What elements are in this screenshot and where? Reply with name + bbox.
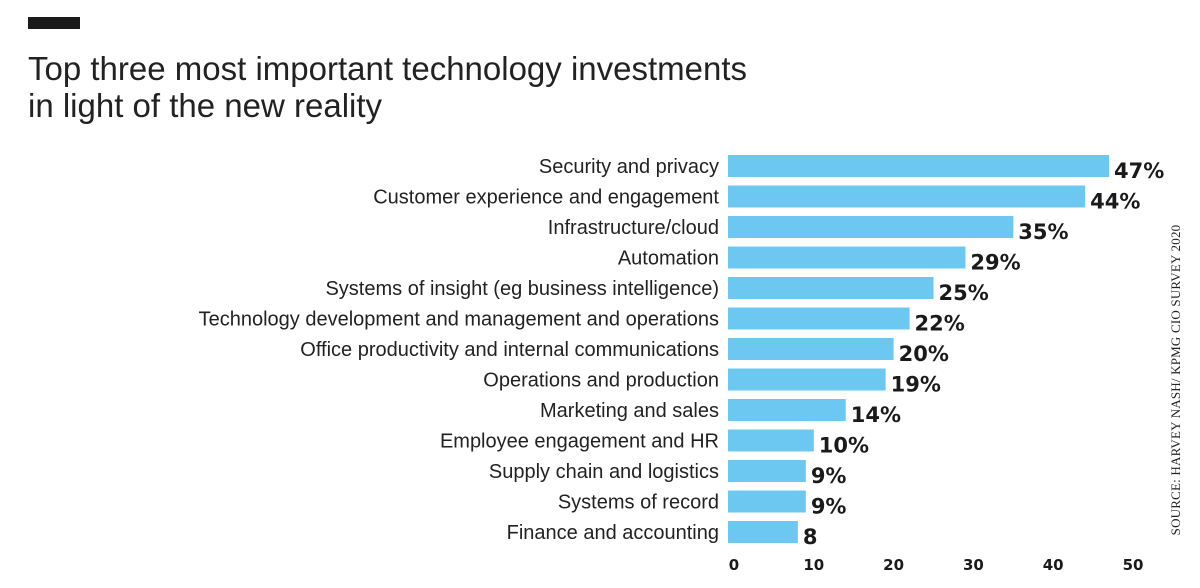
bars-group	[728, 155, 1110, 543]
x-tick-label-5: 50	[1123, 556, 1144, 574]
category-label-2: Infrastructure/cloud	[548, 217, 719, 239]
title-accent-bar	[28, 17, 80, 29]
bar-4	[728, 277, 934, 299]
category-label-11: Systems of record	[558, 492, 719, 514]
category-label-12: Finance and accounting	[507, 522, 719, 544]
x-axis-ticks-group: 0 10 20 30 40 50	[729, 556, 1144, 574]
x-tick-label-2: 20	[883, 556, 904, 574]
bar-9	[728, 429, 814, 452]
value-label-1: 44%	[1090, 190, 1140, 214]
category-label-3: Automation	[618, 248, 719, 270]
value-label-10: 9%	[811, 464, 847, 488]
chart-title-line-2: in light of the new reality	[28, 87, 383, 124]
x-tick-label-4: 40	[1043, 556, 1064, 574]
bar-8	[728, 399, 846, 421]
value-label-5: 22%	[915, 312, 965, 336]
category-label-9: Employee engagement and HR	[440, 431, 719, 453]
bar-5	[728, 307, 910, 330]
x-tick-label-0: 0	[729, 556, 739, 574]
source-note: SOURCE: HARVEY NASH/ KPMG CIO SURVEY 202…	[1168, 224, 1183, 536]
category-label-10: Supply chain and logistics	[489, 461, 719, 483]
bar-3	[728, 246, 966, 269]
category-label-0: Security and privacy	[539, 156, 719, 178]
category-label-6: Office productivity and internal communi…	[300, 339, 719, 361]
category-labels-group: Security and privacy Customer experience …	[199, 156, 720, 544]
value-label-6: 20%	[899, 342, 949, 366]
chart-title-line-1: Top three most important technology inve…	[28, 50, 748, 87]
value-label-0: 47%	[1114, 159, 1164, 183]
bar-1	[728, 185, 1086, 208]
bar-11	[728, 490, 806, 513]
x-tick-label-1: 10	[803, 556, 824, 574]
value-label-3: 29%	[970, 251, 1020, 275]
bar-2	[728, 216, 1014, 238]
category-label-5: Technology development and management an…	[199, 309, 719, 331]
value-label-4: 25%	[939, 281, 989, 305]
category-label-1: Customer experience and engagement	[373, 187, 719, 209]
value-label-7: 19%	[891, 373, 941, 397]
value-label-2: 35%	[1018, 220, 1068, 244]
value-labels-group: 47% 44% 35% 29% 25% 22% 20% 19% 14% 10% 9% 9% 8	[803, 159, 1164, 549]
bar-12	[728, 521, 798, 543]
category-label-4: Systems of insight (eg business intellig…	[325, 278, 719, 300]
value-label-11: 9%	[811, 495, 847, 519]
value-label-9: 10%	[819, 434, 869, 458]
value-label-8: 14%	[851, 403, 901, 427]
bar-10	[728, 460, 806, 482]
bar-6	[728, 338, 894, 360]
value-label-12: 8	[803, 525, 818, 549]
x-tick-label-3: 30	[963, 556, 984, 574]
bar-0	[728, 155, 1110, 177]
category-label-8: Marketing and sales	[540, 400, 719, 422]
category-label-7: Operations and production	[483, 370, 719, 392]
chart-title: Top three most important technology inve…	[28, 50, 928, 124]
bar-7	[728, 368, 886, 391]
